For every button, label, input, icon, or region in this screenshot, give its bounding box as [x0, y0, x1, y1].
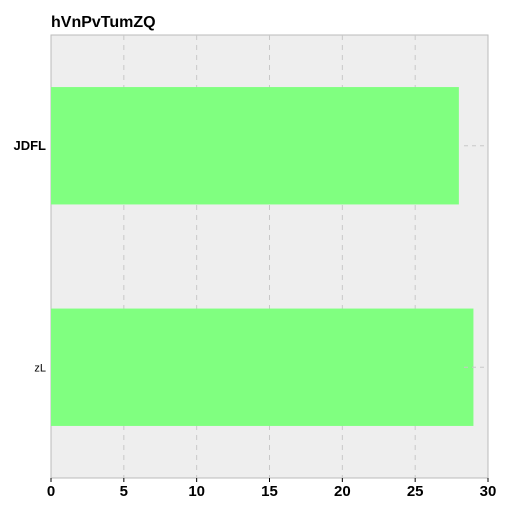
x-tick-label: 10	[188, 483, 205, 500]
y-axis: JDFL zL	[14, 138, 47, 375]
x-tick-label: 25	[407, 483, 424, 500]
y-ticks	[464, 145, 484, 368]
y-category-label: JDFL	[14, 138, 47, 153]
chart-title: hVnPvTumZQ	[51, 14, 156, 31]
x-tick-label: 20	[334, 483, 351, 500]
x-tick-label: 0	[47, 483, 55, 500]
x-axis: 0 5 10 15 20 25 30	[47, 478, 497, 500]
x-tick-label: 5	[120, 483, 128, 500]
bars	[51, 87, 474, 426]
x-tick-label: 15	[261, 483, 278, 500]
bar	[51, 87, 459, 205]
x-tick-label: 30	[480, 483, 497, 500]
bar	[51, 308, 474, 426]
y-category-label: zL	[34, 362, 46, 374]
